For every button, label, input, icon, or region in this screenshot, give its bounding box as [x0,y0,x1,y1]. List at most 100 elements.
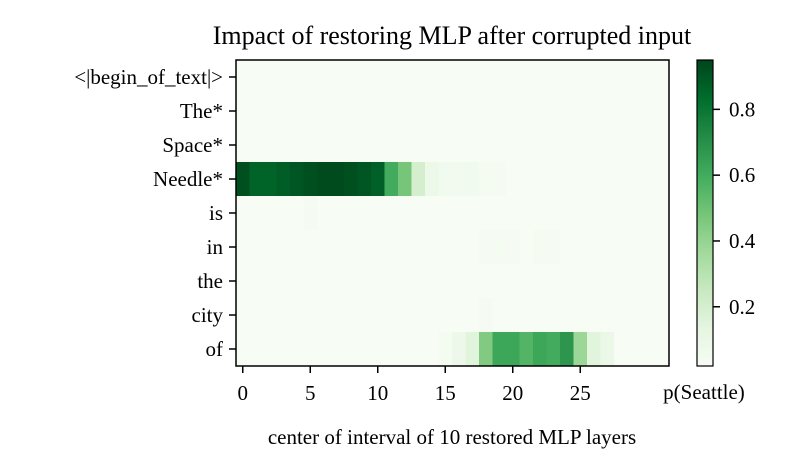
heatmap-cell [546,94,561,129]
y-tick-label: is [209,201,223,225]
heatmap-cell [398,230,412,265]
heatmap-cell [344,264,358,299]
heatmap-cell [236,264,250,299]
heatmap-cell [317,162,331,197]
heatmap-cell [600,264,615,299]
heatmap-cell [344,332,358,367]
heatmap-cell [371,162,385,197]
heatmap-cell [600,230,615,265]
heatmap-cell [398,264,412,299]
heatmap-cell [465,332,480,367]
heatmap-cell [263,94,277,129]
heatmap-cell [654,196,669,231]
heatmap-cell [654,264,669,299]
heatmap-cell [276,298,291,333]
heatmap-cell [465,94,480,129]
heatmap-cell [344,162,358,197]
heatmap-cell [263,230,277,265]
heatmap-cell [546,128,561,163]
heatmap-cell [425,332,439,367]
heatmap-cell [411,94,426,129]
heatmap-cell [533,230,547,265]
heatmap-cell [263,264,277,299]
heatmap-cell [506,332,520,367]
heatmap-cell [249,162,264,197]
heatmap-cell [276,94,291,129]
heatmap-cell [303,128,318,163]
heatmap-cell [249,196,264,231]
heatmap-cell [627,298,642,333]
heatmap-cell [303,298,318,333]
heatmap-cell [479,128,493,163]
heatmap-cell [654,332,669,367]
heatmap-cell [452,128,466,163]
heatmap-cell [398,162,412,197]
heatmap-cell [411,264,426,299]
heatmap-cell [506,60,520,95]
heatmap-cell [506,298,520,333]
heatmap-cell [357,230,372,265]
heatmap-cell [546,162,561,197]
heatmap-cell [519,332,534,367]
heatmap-cell [600,162,615,197]
heatmap-cell [357,196,372,231]
heatmap-cell [317,264,331,299]
heatmap-cell [479,332,493,367]
heatmap-cell [654,60,669,95]
heatmap-cell [465,128,480,163]
heatmap-cell [560,60,574,95]
heatmap-cell [492,162,507,197]
heatmap-cell [425,264,439,299]
heatmap-cell [411,230,426,265]
colorbar-tick-label: 0.8 [729,97,755,121]
heatmap-cell [560,332,574,367]
heatmap-cell [276,196,291,231]
heatmap-cell [627,162,642,197]
heatmap-cell [465,60,480,95]
heatmap-cell [519,298,534,333]
heatmap-cell [506,128,520,163]
heatmap-cell [438,298,453,333]
heatmap-cell [479,230,493,265]
heatmap-cell [303,264,318,299]
heatmap-cell [533,196,547,231]
heatmap-cell [303,196,318,231]
heatmap-cell [654,230,669,265]
heatmap-cell [452,230,466,265]
heatmap-cell [641,332,655,367]
heatmap-cell [398,196,412,231]
heatmap-cell [546,332,561,367]
heatmap-cell [438,230,453,265]
heatmap-cell [384,128,399,163]
heatmap-cell [317,60,331,95]
x-axis-label: center of interval of 10 restored MLP la… [268,425,636,449]
heatmap-cell [290,298,304,333]
heatmap-cell [357,128,372,163]
heatmap-cell [303,94,318,129]
heatmap-cell [533,162,547,197]
heatmap-cell [573,264,588,299]
heatmap-cell [303,230,318,265]
x-tick-label: 25 [570,381,591,405]
heatmap-cell [641,264,655,299]
heatmap-cell [465,264,480,299]
x-tick-label: 15 [435,381,456,405]
y-tick-label: of [206,337,224,361]
x-axis: 0 5 10 15 20 25 [238,366,591,405]
heatmap-cell [452,60,466,95]
heatmap-cell [560,264,574,299]
y-tick-label: city [192,303,224,327]
heatmap-cell [276,332,291,367]
heatmap-cell [330,264,345,299]
heatmap-cell [303,162,318,197]
heatmap-cell [438,60,453,95]
heatmap-cell [641,94,655,129]
heatmap-cell [465,230,480,265]
heatmap-cell [533,60,547,95]
heatmap-cell [411,332,426,367]
heatmap-cell [533,128,547,163]
heatmap-cell [519,60,534,95]
heatmap-cell [492,230,507,265]
heatmap-cell [573,128,588,163]
